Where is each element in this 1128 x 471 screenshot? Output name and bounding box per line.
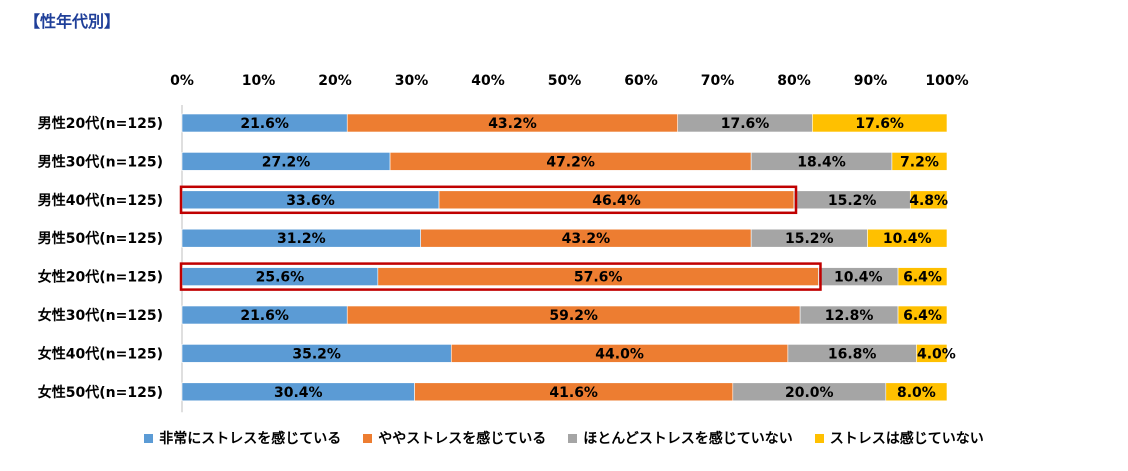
- x-tick-label: 0%: [170, 73, 194, 89]
- category-label: 女性20代(n=125): [38, 269, 163, 286]
- data-label: 43.2%: [562, 231, 611, 247]
- data-label: 17.6%: [721, 116, 770, 132]
- data-label: 30.4%: [274, 385, 323, 401]
- legend-item: ややストレスを感じている: [363, 428, 546, 448]
- legend-item: ストレスは感じていない: [814, 428, 984, 448]
- data-label: 21.6%: [240, 308, 289, 324]
- category-label: 男性50代(n=125): [38, 230, 163, 247]
- x-tick-label: 50%: [548, 73, 582, 89]
- x-tick-label: 80%: [777, 73, 811, 89]
- data-label: 10.4%: [883, 231, 932, 247]
- data-label: 6.4%: [903, 308, 942, 324]
- category-label: 男性20代(n=125): [38, 115, 163, 132]
- data-label: 16.8%: [828, 346, 877, 362]
- highlight-box: [179, 262, 822, 291]
- data-label: 43.2%: [488, 116, 537, 132]
- x-tick-label: 40%: [471, 73, 505, 89]
- legend: 非常にストレスを感じている ややストレスを感じている ほとんどストレスを感じていない…: [0, 428, 1128, 448]
- legend-item: ほとんどストレスを感じていない: [568, 428, 793, 448]
- data-label: 31.2%: [277, 231, 326, 247]
- legend-swatch: [144, 433, 154, 443]
- category-label: 女性50代(n=125): [38, 384, 163, 401]
- bar-segment: [891, 152, 948, 171]
- data-label: 15.2%: [828, 193, 877, 209]
- x-tick-label: 90%: [854, 73, 888, 89]
- legend-swatch: [363, 433, 373, 443]
- x-tick-label: 70%: [701, 73, 735, 89]
- bar-segment: [916, 344, 948, 363]
- data-label: 8.0%: [897, 385, 936, 401]
- data-label: 46.4%: [592, 193, 641, 209]
- data-label: 4.0%: [917, 346, 956, 362]
- x-tick-label: 60%: [624, 73, 658, 89]
- data-label: 25.6%: [256, 270, 305, 286]
- x-tick-label: 100%: [925, 73, 968, 89]
- data-label: 33.6%: [286, 193, 335, 209]
- data-label: 18.4%: [797, 154, 846, 170]
- data-label: 7.2%: [900, 154, 939, 170]
- data-label: 44.0%: [595, 346, 644, 362]
- legend-swatch: [814, 433, 824, 443]
- legend-label: ややストレスを感じている: [378, 431, 547, 447]
- data-label: 21.6%: [240, 116, 289, 132]
- data-label: 47.2%: [546, 154, 595, 170]
- highlight-box: [179, 185, 798, 215]
- data-label: 12.8%: [825, 308, 874, 324]
- bar-segment: [897, 305, 948, 325]
- data-label: 27.2%: [262, 154, 311, 170]
- legend-item: 非常にストレスを感じている: [144, 428, 341, 448]
- data-label: 17.6%: [855, 116, 904, 132]
- x-tick-label: 30%: [395, 73, 429, 89]
- data-label: 35.2%: [292, 346, 341, 362]
- bar-segment: [909, 190, 948, 210]
- data-label: 6.4%: [903, 270, 942, 286]
- bar-segment: [867, 228, 948, 248]
- legend-label: ほとんどストレスを感じていない: [583, 431, 793, 447]
- legend-swatch: [568, 433, 578, 443]
- category-label: 女性40代(n=125): [38, 345, 163, 362]
- category-label: 男性40代(n=125): [38, 192, 163, 209]
- x-tick-label: 20%: [318, 73, 352, 89]
- legend-label: 非常にストレスを感じている: [159, 431, 342, 447]
- data-label: 41.6%: [549, 385, 598, 401]
- data-label: 15.2%: [785, 231, 834, 247]
- bar-segment: [812, 113, 948, 133]
- data-label: 4.8%: [909, 193, 948, 209]
- data-label: 57.6%: [574, 270, 623, 286]
- data-label: 10.4%: [834, 270, 883, 286]
- legend-label: ストレスは感じていない: [829, 431, 984, 447]
- category-label: 女性30代(n=125): [38, 307, 163, 324]
- stacked-bar-chart: 0% 10% 20% 30% 40% 50% 60% 70% 80% 90% 100% 男性20代(n…: [38, 73, 969, 413]
- data-label: 20.0%: [785, 385, 834, 401]
- data-label: 59.2%: [549, 308, 598, 324]
- page-title: 【性年代別】: [24, 12, 121, 31]
- bar-segment: [885, 382, 948, 402]
- category-label: 男性30代(n=125): [38, 153, 163, 170]
- x-tick-label: 10%: [242, 73, 276, 89]
- bar-segment: [897, 267, 948, 286]
